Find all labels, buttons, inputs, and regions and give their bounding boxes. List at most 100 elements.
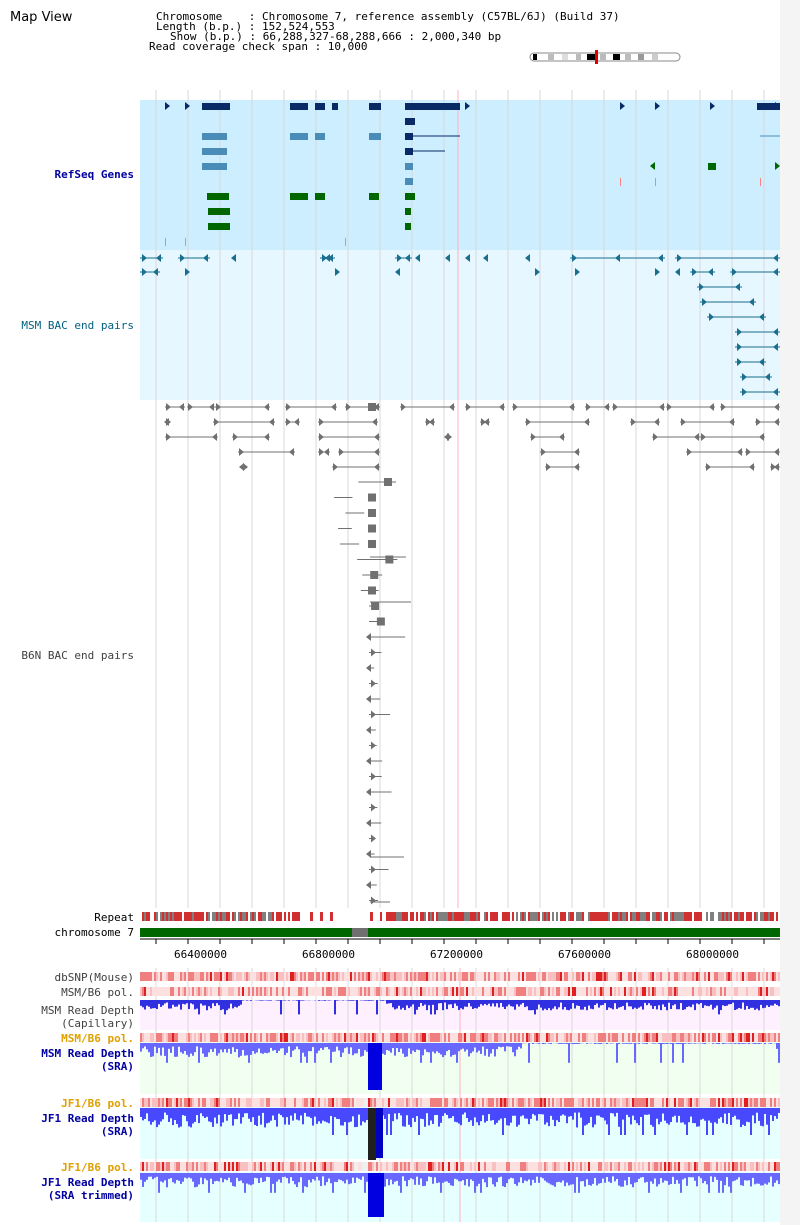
jf1-trim-depth [610, 1173, 612, 1183]
msm-capillary-depth [402, 1000, 404, 1008]
jf1-b6-pol-heat [598, 1098, 600, 1107]
b6n-bac-end [269, 418, 274, 426]
repeat-segment [688, 912, 690, 921]
msm-capillary-depth [600, 1000, 602, 1006]
msm-b6-pol-heat [400, 1033, 402, 1042]
jf1-b6-pol-heat [448, 1098, 450, 1107]
msm-b6-pol-heat [248, 987, 250, 996]
dbsnp-heat [502, 972, 504, 981]
msm-b6-pol-heat [486, 987, 488, 996]
msm-capillary-depth [422, 1000, 424, 1006]
msm-b6-pol-heat [326, 1033, 328, 1042]
msm-capillary-depth [142, 1000, 144, 1008]
jf1-trim-depth [424, 1173, 426, 1186]
msm-bac-end [153, 268, 158, 276]
msm-b6-pol-heat [264, 1033, 266, 1042]
msm-capillary-depth [328, 1000, 330, 1001]
b6n-bac-end [371, 865, 376, 874]
dbsnp-heat [558, 972, 560, 981]
msm-sra-depth [422, 1043, 424, 1056]
jf1-b6-pol-heat [556, 1162, 558, 1171]
jf1-trim-depth [342, 1173, 344, 1182]
jf1-b6-pol-heat [162, 1098, 164, 1107]
b6n-bac-end [531, 433, 536, 441]
jf1-b6-pol-heat [542, 1098, 544, 1107]
repeat-segment [558, 912, 560, 921]
jf1-trim-depth [316, 1173, 318, 1177]
jf1-b6-pol-heat [572, 1098, 574, 1107]
msm-b6-pol-heat [254, 1033, 256, 1042]
dbsnp-heat [672, 972, 674, 981]
msm-b6-pol-heat [484, 987, 486, 996]
jf1-b6-pol-heat [344, 1162, 346, 1171]
msm-capillary-depth [242, 1000, 244, 1001]
jf1-sra-depth [496, 1108, 498, 1123]
jf1-b6-pol-heat [210, 1098, 212, 1107]
jf1-sra-depth [448, 1108, 450, 1119]
repeat-segment [488, 912, 490, 921]
jf1-sra-depth [656, 1108, 658, 1119]
jf1-sra-depth [398, 1108, 400, 1114]
repeat-segment [470, 912, 472, 921]
msm-b6-pol-heat [344, 1033, 346, 1042]
msm-b6-pol-heat [268, 1033, 270, 1042]
jf1-sra-depth [392, 1108, 394, 1122]
b6n-bac-end [749, 463, 754, 471]
msm-sra-depth [310, 1043, 312, 1052]
msm-sra-depth [482, 1043, 484, 1047]
jf1-b6-pol-heat [512, 1162, 514, 1171]
msm-sra-depth [166, 1043, 168, 1063]
jf1-sra-depth [464, 1108, 466, 1113]
jf1-trim-depth [666, 1173, 668, 1181]
jf1-b6-pol-heat [722, 1162, 724, 1171]
msm-sra-depth [404, 1043, 406, 1058]
jf1-b6-pol-heat [316, 1162, 318, 1171]
repeat-segment [590, 912, 592, 921]
msm-capillary-depth [632, 1000, 634, 1010]
jf1-b6-pol-heat [406, 1162, 408, 1171]
msm-sra-depth [512, 1043, 514, 1053]
repeat-segment [522, 912, 524, 921]
jf1-sra-depth [674, 1108, 676, 1116]
msm-sra-depth [260, 1043, 262, 1054]
jf1-b6-pol-heat [684, 1162, 686, 1171]
msm-b6-pol-heat [194, 987, 196, 996]
jf1-trim-depth [354, 1173, 356, 1183]
msm-sra-depth [222, 1043, 224, 1053]
msm-b6-pol-heat [246, 1033, 248, 1042]
jf1-trim-depth-spike [368, 1173, 384, 1217]
msm-sra-depth [438, 1043, 440, 1053]
jf1-b6-pol-heat [640, 1162, 642, 1171]
msm-b6-pol-heat [466, 987, 468, 996]
b6n-bac-end [681, 418, 686, 426]
msm-b6-pol-heat [270, 987, 272, 996]
jf1-trim-depth [576, 1173, 578, 1178]
msm-sra-depth [188, 1043, 190, 1057]
msm-sra-depth [472, 1043, 474, 1052]
b6n-bac-block [368, 540, 376, 548]
refseq-gene-arrow [650, 162, 655, 170]
msm-capillary-depth [410, 1000, 412, 1007]
jf1-sra-depth [730, 1108, 732, 1125]
b6n-bac-end [701, 433, 706, 441]
repeat-segment [606, 912, 608, 921]
jf1-trim-depth [322, 1173, 324, 1177]
msm-b6-pol-heat [190, 987, 192, 996]
repeat-segment [560, 912, 562, 921]
msm-capillary-depth [516, 1000, 518, 1005]
msm-capillary-depth [194, 1000, 196, 1010]
msm-b6-pol-heat [406, 1033, 408, 1042]
msm-b6-pol-heat [772, 987, 774, 996]
msm-b6-pol-heat [700, 987, 702, 996]
dbsnp-heat [764, 972, 766, 981]
msm-capillary-depth [416, 1000, 418, 1010]
jf1-sra-depth [346, 1108, 348, 1135]
repeat-segment [506, 912, 508, 921]
jf1-sra-depth [564, 1108, 566, 1116]
jf1-b6-pol-heat [166, 1098, 168, 1107]
msm-b6-pol-heat [220, 987, 222, 996]
repeat-segment [264, 912, 266, 921]
jf1-sra-depth [410, 1108, 412, 1128]
msm-b6-pol-heat [534, 1033, 536, 1042]
